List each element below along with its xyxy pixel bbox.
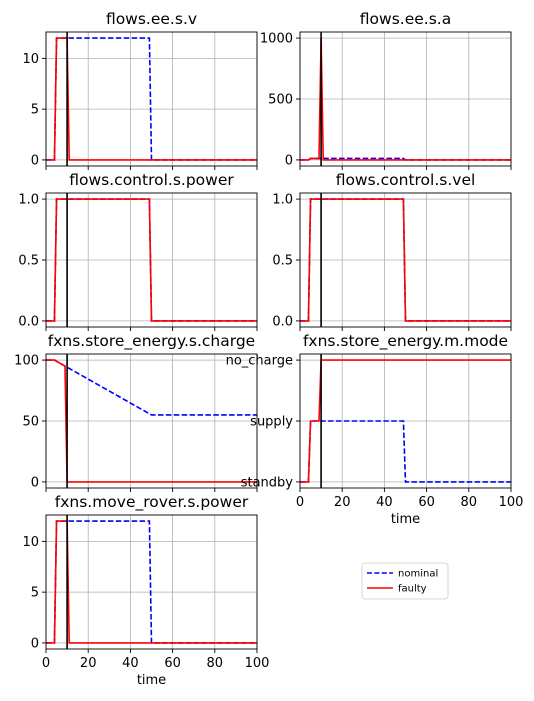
series-nominal-line (46, 520, 257, 644)
series-nominal-line (300, 420, 511, 483)
y-tick-label: 0 (31, 475, 39, 490)
x-tick-label: 80 (207, 656, 224, 671)
subplot-4: 0.0 0.5 1.0 flows.control.s.vel (272, 171, 512, 331)
legend-label-nominal: nominal (398, 569, 438, 580)
subplot-3: 0.0 0.5 1.0 flows.control.s.power (18, 171, 258, 331)
y-tick-label: 50 (22, 415, 39, 430)
series-faulty-line (300, 359, 511, 483)
y-tick-label: 0 (31, 153, 39, 168)
subplot-2: 0 500 1000 flows.ee.s.a (260, 10, 512, 170)
x-tick-label: 100 (499, 495, 524, 510)
y-tick-label: 0 (31, 636, 39, 651)
series-nominal-line (46, 37, 257, 161)
x-tick-label: 100 (245, 656, 270, 671)
x-tick-label: 0 (296, 495, 304, 510)
x-tick-label: 40 (376, 495, 393, 510)
y-tick-label: 1.0 (272, 193, 293, 208)
x-axis-label: time (137, 673, 166, 688)
subplot-1: 0 5 10 flows.ee.s.v (22, 10, 258, 170)
legend: nominal faulty (361, 562, 449, 600)
y-tick-label: 10 (22, 535, 39, 550)
legend-box (361, 562, 449, 600)
y-tick-label: 0.5 (272, 254, 293, 269)
x-tick-label: 20 (334, 495, 351, 510)
subplot-title: flows.control.s.power (69, 171, 234, 189)
series-faulty-line (46, 198, 257, 322)
y-tick-label: 10 (22, 52, 39, 67)
y-tick-label: no_charge (226, 354, 293, 369)
subplot-title: flows.ee.s.a (360, 10, 451, 28)
subplot-title: fxns.move_rover.s.power (55, 493, 249, 512)
x-tick-label: 20 (80, 656, 97, 671)
subplot-title: fxns.store_energy.m.mode (303, 332, 508, 351)
y-tick-label: 0.0 (18, 314, 39, 329)
subplot-5: 0 50 100 fxns.store_energy.s.charge (14, 332, 258, 492)
x-tick-label: 40 (122, 656, 139, 671)
y-tick-label: 0 (285, 153, 293, 168)
y-tick-label: 1000 (260, 32, 293, 47)
x-tick-label: 60 (164, 656, 181, 671)
axes-frame (45, 31, 258, 167)
series-faulty-line (46, 520, 257, 644)
y-tick-label: supply (250, 415, 293, 430)
subplot-title: fxns.store_energy.s.charge (48, 332, 255, 351)
axes-frame (45, 514, 258, 650)
x-tick-label: 0 (42, 656, 50, 671)
subplot-7: 0 20 40 60 80 100 0 5 10 fxns.move_rover.s.powert… (22, 493, 269, 688)
series-faulty-line (300, 38, 511, 161)
y-tick-label: 1.0 (18, 193, 39, 208)
subplot-6: 0 20 40 60 80 100 standby supply no_charge fxns.s… (226, 332, 524, 527)
y-tick-label: standby (241, 475, 294, 490)
y-tick-label: 5 (31, 103, 39, 118)
legend-label-faulty: faulty (398, 584, 427, 595)
series-faulty-line (46, 37, 257, 161)
y-tick-label: 500 (268, 93, 293, 108)
x-axis-label: time (391, 512, 420, 527)
y-tick-label: 0.5 (18, 254, 39, 269)
x-tick-label: 60 (418, 495, 435, 510)
subplot-title: flows.ee.s.v (106, 10, 197, 28)
subplot-title: flows.control.s.vel (336, 171, 476, 189)
series-faulty-line (46, 359, 257, 483)
y-tick-label: 0.0 (272, 314, 293, 329)
x-tick-label: 80 (461, 495, 478, 510)
y-tick-label: 5 (31, 586, 39, 601)
y-tick-label: 100 (14, 354, 39, 369)
series-faulty-line (300, 198, 511, 322)
